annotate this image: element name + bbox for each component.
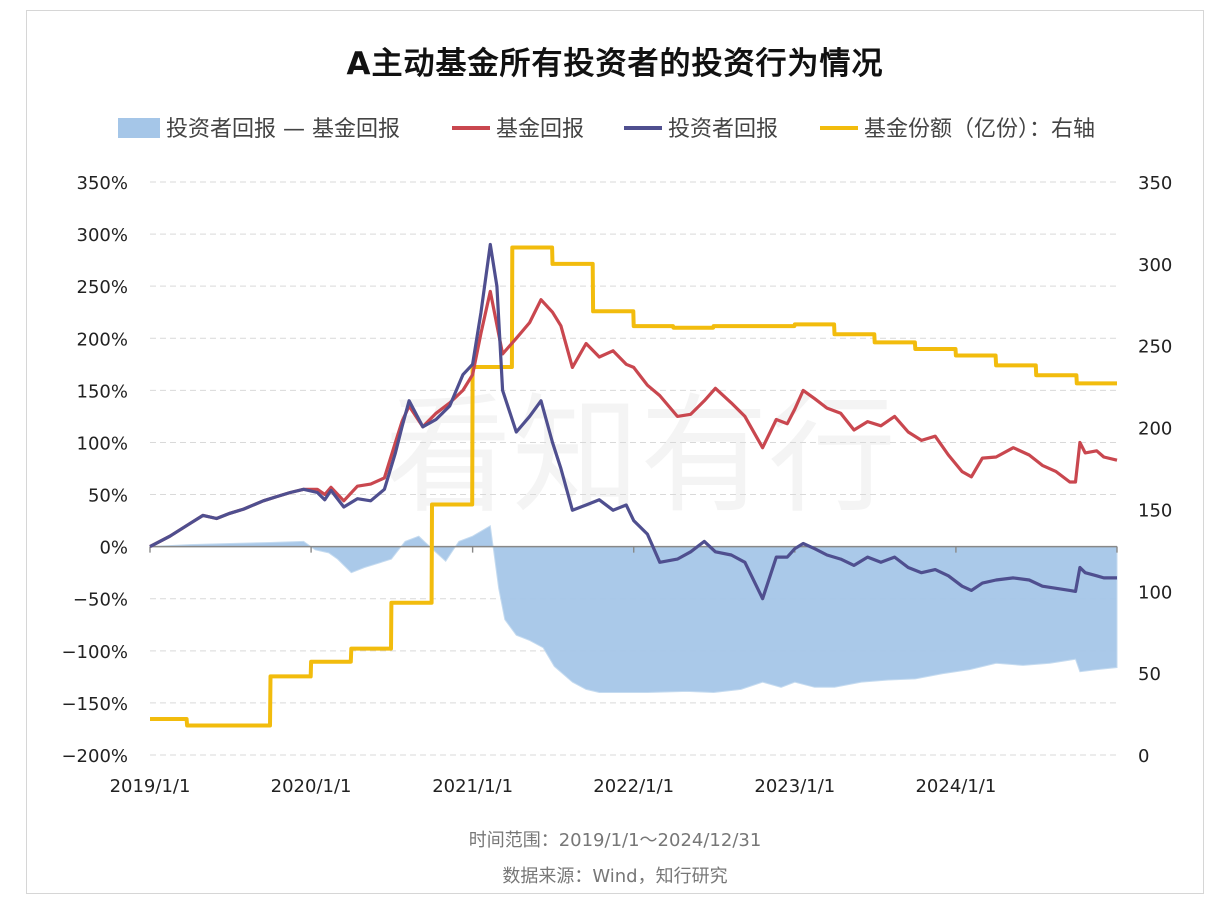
legend-label: 投资者回报 <box>668 117 778 142</box>
legend-swatch <box>118 118 160 138</box>
watermark: 看知有行 <box>384 382 896 531</box>
y-left-tick-label: −200% <box>61 746 128 767</box>
y-left-tick-label: −150% <box>61 694 128 715</box>
y-right-tick-label: 300 <box>1138 255 1172 276</box>
series-line-1 <box>149 242 1117 601</box>
y-left-tick-label: 0% <box>99 538 128 559</box>
x-tick-label: 2022/1/1 <box>593 776 674 797</box>
time-range-note: 时间范围：2019/1/1～2024/12/31 <box>468 830 762 851</box>
x-tick-label: 2024/1/1 <box>915 776 996 797</box>
y-left-tick-label: −50% <box>73 590 128 611</box>
y-left-tick-label: 150% <box>77 381 128 402</box>
y-left-tick-label: 100% <box>77 433 128 454</box>
y-right-tick-label: 150 <box>1138 500 1172 521</box>
x-tick-label: 2020/1/1 <box>271 776 352 797</box>
chart-title: A主动基金所有投资者的投资行为情况 <box>346 46 884 82</box>
y-left-tick-label: 300% <box>77 225 128 246</box>
y-left-tick-label: 200% <box>77 329 128 350</box>
y-right-tick-label: 200 <box>1138 419 1172 440</box>
x-tick-label: 2023/1/1 <box>754 776 835 797</box>
y-right-tick-label: 350 <box>1138 173 1172 194</box>
y-left-tick-label: 250% <box>77 277 128 298</box>
area-investor-minus-fund <box>149 524 1118 694</box>
legend-label: 投资者回报 — 基金回报 <box>166 117 400 142</box>
y-left-tick-label: −100% <box>61 642 128 663</box>
legend-label: 基金回报 <box>496 117 584 142</box>
x-tick-label: 2021/1/1 <box>432 776 513 797</box>
y-left-tick-label: 350% <box>77 173 128 194</box>
y-left-tick-label: 50% <box>88 486 128 507</box>
series-line-2 <box>150 245 1117 728</box>
x-tick-label: 2019/1/1 <box>110 776 191 797</box>
y-right-tick-label: 50 <box>1138 664 1161 685</box>
series-line-0 <box>149 289 1118 549</box>
y-right-tick-label: 0 <box>1138 746 1149 767</box>
data-source-note: 数据来源：Wind，知行研究 <box>502 866 728 887</box>
y-right-tick-label: 100 <box>1138 582 1172 603</box>
legend-label: 基金份额（亿份）：右轴 <box>864 117 1095 142</box>
y-right-tick-label: 250 <box>1138 337 1172 358</box>
